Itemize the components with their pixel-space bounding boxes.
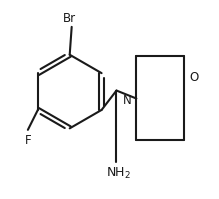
- Text: N: N: [123, 94, 131, 107]
- Text: NH$_2$: NH$_2$: [106, 166, 131, 181]
- Text: Br: Br: [63, 12, 76, 25]
- Text: F: F: [25, 134, 31, 147]
- Text: O: O: [189, 71, 198, 84]
